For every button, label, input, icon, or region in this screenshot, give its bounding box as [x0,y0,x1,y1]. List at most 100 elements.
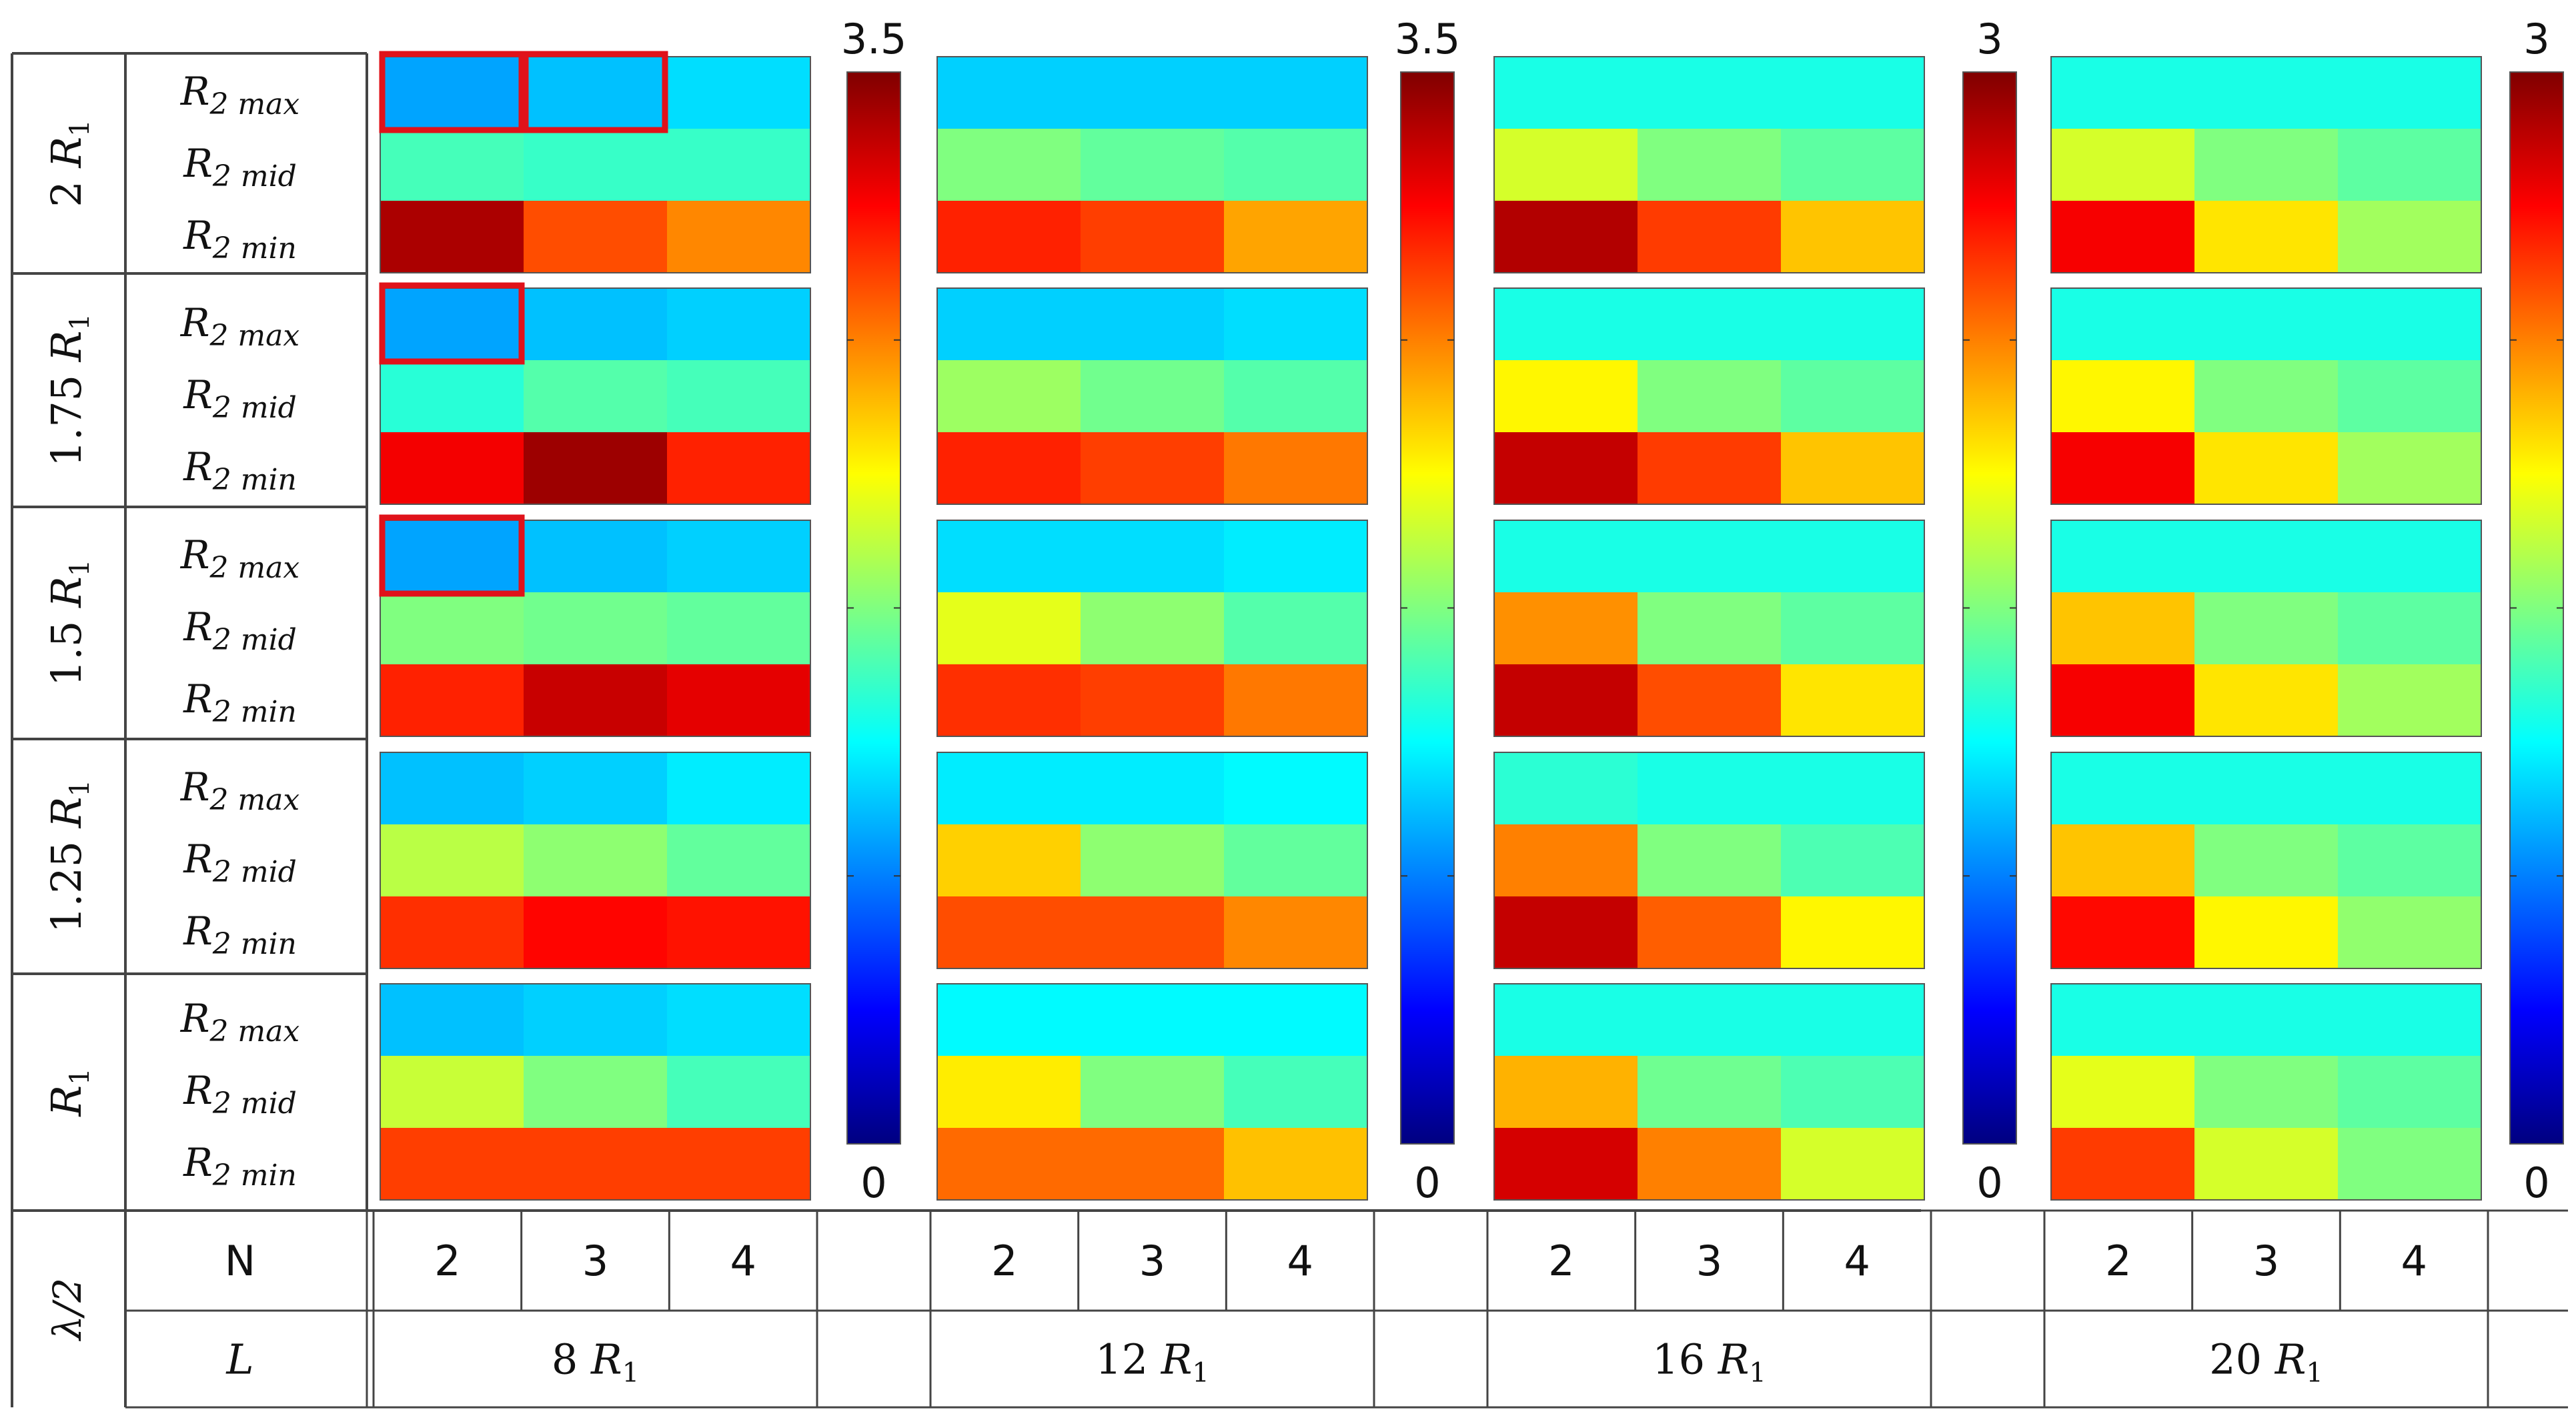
heatmap-cell [524,664,668,737]
heatmap-cell [2338,1128,2482,1201]
heatmap-cell [524,824,668,897]
heatmap-cell [667,288,811,361]
heatmap-cell [937,520,1081,593]
heatmap-cell [1081,592,1225,665]
heatmap-cell [1494,288,1638,361]
heatmap-block-frame [1493,752,1925,969]
n-header-label: N [225,1237,255,1285]
heatmap-cell [667,129,811,201]
heatmap-block-frame [1493,56,1925,273]
heatmap-cell [1494,984,1638,1056]
n-value-label: 2 [991,1237,1017,1285]
row-group-label: 1.5 R1 [42,560,95,686]
row-label: R2 min [183,444,297,497]
heatmap-cell [1224,288,1368,361]
heatmap-cell [1081,129,1225,201]
row-group-label: 1.75 R1 [42,313,95,467]
heatmap-cell [1081,57,1225,129]
heatmap-cell [1224,57,1368,129]
row-label: R2 max [180,764,300,817]
heatmap-cell [1781,201,1925,273]
colorbar-max-label: 3.5 [1395,15,1461,63]
heatmap-cell [1638,1128,1782,1201]
heatmap-cell [1494,57,1638,129]
heatmap-cell [1638,129,1782,201]
heatmap-block-frame [2050,56,2482,273]
heatmap-cell [1781,360,1925,433]
row-label: R2 max [180,300,300,353]
heatmap-cell [1638,201,1782,273]
heatmap-cell [2194,360,2339,433]
heatmap-block-frame [2050,520,2482,737]
heatmap-cell [524,520,668,593]
heatmap-cell [1081,896,1225,969]
heatmap-block-frame [936,520,1368,737]
heatmap-cell [937,360,1081,433]
heatmap-cell [1638,984,1782,1056]
heatmap-cell [937,1128,1081,1201]
heatmap-cell [380,432,524,505]
heatmap-cell [2051,752,2195,825]
heatmap-cell [667,984,811,1056]
heatmap-cell [380,1128,524,1201]
heatmap-cell [2194,1128,2339,1201]
heatmap-cell [380,288,524,361]
heatmap-cell [2338,432,2482,505]
heatmap-cell [2051,1128,2195,1201]
heatmap-cell [937,752,1081,825]
heatmap-panel-2: 2 3 4 16 R1 3 0 [1486,15,2017,1407]
heatmap-cell [1224,824,1368,897]
heatmap-cell [380,129,524,201]
heatmap-cell [937,201,1081,273]
heatmap-cell [2338,57,2482,129]
heatmap-cell [937,984,1081,1056]
heatmap-block-frame [1493,520,1925,737]
lambda-half-label: λ/2 [45,1278,90,1341]
heatmap-cell [1494,824,1638,897]
heatmap-cell [1638,288,1782,361]
colorbar-min-label: 0 [860,1159,886,1207]
heatmap-block-frame [936,983,1368,1201]
l-header-label: L [225,1335,253,1384]
heatmap-cell [1081,201,1225,273]
heatmap-cell [937,1056,1081,1129]
heatmap-cell [1781,1128,1925,1201]
heatmap-cell [1224,984,1368,1056]
heatmap-block-frame [380,752,811,969]
heatmap-cell [667,752,811,825]
heatmap-cell [1781,592,1925,665]
heatmap-cell [1494,520,1638,593]
heatmap-cell [2194,432,2339,505]
row-label: R2 min [183,1140,297,1193]
heatmap-cell [1224,201,1368,273]
heatmap-cell [2194,520,2339,593]
heatmap-cell [2194,752,2339,825]
heatmap-cell [1081,984,1225,1056]
heatmap-cell [2338,592,2482,665]
heatmap-cell [667,57,811,129]
heatmap-cell [667,201,811,273]
heatmap-cell [1081,752,1225,825]
heatmap-cell [667,896,811,969]
heatmap-cell [2051,664,2195,737]
heatmap-cell [937,824,1081,897]
row-label: R2 min [183,676,297,729]
heatmap-cell [1638,824,1782,897]
heatmap-cell [1638,664,1782,737]
heatmap-cell [2338,1056,2482,1129]
heatmap-cell [2194,984,2339,1056]
n-value-label: 4 [2401,1237,2427,1285]
heatmap-block-frame [936,752,1368,969]
row-label: R2 min [183,908,297,961]
heatmap-cell [2051,288,2195,361]
heatmap-panel-1: 2 3 4 12 R1 3.5 0 [929,15,1461,1407]
l-value-label: 12 R1 [1095,1335,1209,1389]
heatmap-cell [1224,432,1368,505]
row-label: R2 mid [183,1068,297,1121]
n-value-label: 4 [730,1237,756,1285]
heatmap-cell [1638,360,1782,433]
heatmap-cell [1081,1128,1225,1201]
heatmap-cell [667,592,811,665]
heatmap-cell [1224,360,1368,433]
n-value-label: 3 [2253,1237,2279,1285]
